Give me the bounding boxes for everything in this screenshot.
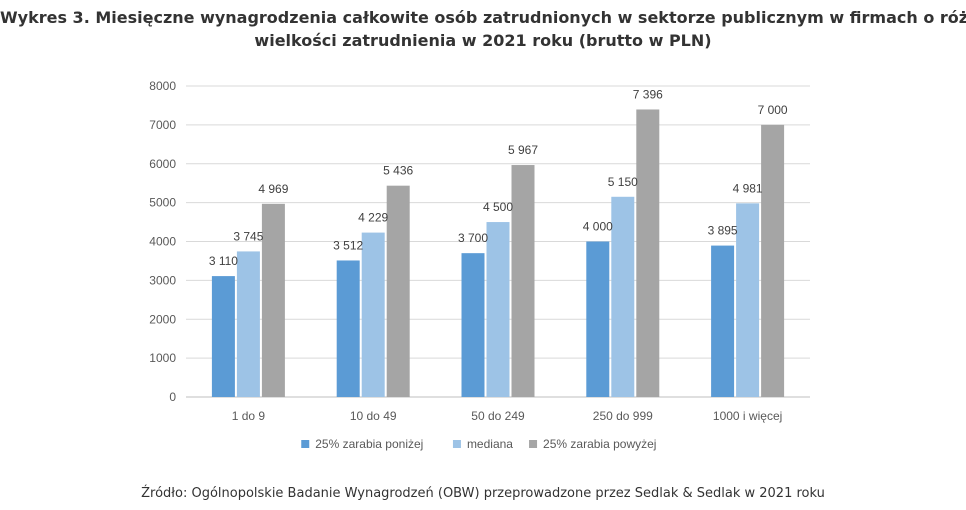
y-axis-tick-labels: 0 1000 2000 3000 4000 5000 6000 7000 8000	[149, 79, 176, 404]
y-tick-label: 1000	[149, 351, 176, 365]
legend-swatch	[529, 440, 538, 448]
gridlines	[186, 85, 810, 398]
bar	[586, 241, 610, 397]
x-tick-label: 1000 i więcej	[713, 409, 782, 423]
legend-label: mediana	[467, 437, 513, 451]
data-label: 4 000	[583, 220, 613, 234]
y-tick-label: 6000	[149, 157, 176, 171]
bar	[236, 251, 260, 397]
bar	[336, 260, 360, 397]
data-label: 3 745	[233, 229, 263, 243]
data-label: 4 981	[733, 181, 763, 195]
chart-title-line-2: wielkości zatrudnienia w 2021 roku (brut…	[254, 31, 712, 50]
data-label: 4 500	[483, 200, 513, 214]
data-label: 4 229	[358, 211, 388, 225]
y-tick-label: 0	[169, 390, 176, 404]
bar	[386, 185, 410, 397]
bar	[736, 203, 760, 397]
source-note: Źródło: Ogólnopolskie Badanie Wynagrodze…	[141, 486, 825, 501]
legend-swatch	[301, 440, 310, 448]
y-tick-label: 2000	[149, 312, 176, 326]
data-label: 3 110	[209, 254, 238, 268]
bar	[211, 276, 235, 397]
x-tick-label: 50 do 249	[471, 409, 525, 423]
data-label: 7 000	[758, 103, 788, 117]
legend-swatch	[452, 440, 461, 448]
x-axis-tick-labels: 1 do 9 10 do 49 50 do 249 250 do 999 1000 i …	[232, 409, 783, 423]
data-label: 3 895	[708, 224, 738, 238]
legend-label: 25% zarabia poniżej	[315, 437, 423, 451]
data-labels: 3 110 3 745 4 969 3 512 4 229 5 436 3 700 4 500…	[209, 87, 788, 268]
bars	[211, 109, 785, 397]
data-label: 5 150	[608, 175, 638, 189]
y-tick-label: 5000	[149, 196, 176, 210]
data-label: 7 396	[633, 87, 663, 101]
data-label: 5 436	[383, 164, 413, 178]
bar	[486, 222, 510, 397]
chart-title: Wykres 3. Miesięczne wynagrodzenia całko…	[0, 6, 966, 52]
bar	[461, 253, 485, 397]
y-tick-label: 7000	[149, 118, 176, 132]
y-tick-label: 3000	[149, 273, 176, 287]
bar	[711, 245, 735, 397]
bar	[361, 232, 385, 397]
legend: 25% zarabia poniżej mediana 25% zarabia po…	[301, 437, 656, 451]
y-tick-label: 8000	[149, 79, 176, 93]
bar	[611, 196, 635, 397]
data-label: 4 969	[258, 182, 288, 196]
bar	[261, 203, 285, 397]
x-tick-label: 10 do 49	[350, 409, 397, 423]
bar	[511, 165, 535, 397]
data-label: 3 512	[333, 238, 363, 252]
x-tick-label: 1 do 9	[232, 409, 266, 423]
bar	[636, 109, 660, 397]
data-label: 3 700	[458, 231, 488, 245]
bar	[761, 124, 785, 397]
legend-label: 25% zarabia powyżej	[543, 437, 656, 451]
data-label: 5 967	[508, 143, 538, 157]
x-tick-label: 250 do 999	[593, 409, 653, 423]
y-tick-label: 4000	[149, 235, 176, 249]
chart-title-line-1: Wykres 3. Miesięczne wynagrodzenia całko…	[0, 8, 966, 27]
